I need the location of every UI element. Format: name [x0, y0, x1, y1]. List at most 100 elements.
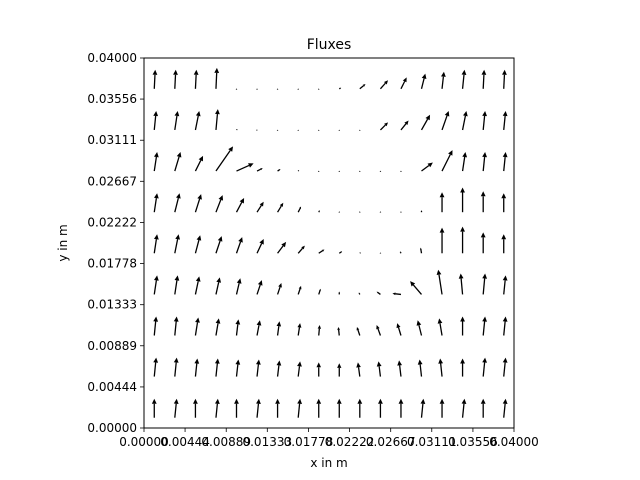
- flux-arrow: [316, 398, 322, 418]
- flux-arrow: [338, 291, 341, 295]
- flux-arrow: [215, 109, 220, 131]
- flux-arrow: [416, 320, 423, 336]
- flux-arrow: [480, 398, 486, 418]
- flux-arrow: [392, 292, 402, 296]
- flux-arrow: [297, 170, 300, 172]
- flux-arrow: [153, 316, 159, 336]
- flux-arrow: [297, 285, 302, 295]
- y-tick-label: 0.02667: [87, 174, 137, 188]
- flux-arrow: [461, 69, 467, 89]
- flux-arrow: [480, 232, 486, 254]
- flux-arrow: [502, 110, 508, 131]
- y-tick-label: 0.03111: [87, 133, 137, 147]
- flux-arrow: [482, 152, 487, 172]
- flux-arrow: [276, 129, 279, 131]
- flux-arrow: [399, 251, 402, 254]
- flux-arrow: [400, 77, 407, 90]
- flux-arrow: [256, 280, 263, 295]
- y-tick-label: 0.00000: [87, 421, 137, 435]
- y-axis-label: y in m: [56, 224, 70, 261]
- flux-arrow: [276, 88, 279, 90]
- flux-arrow: [153, 193, 159, 213]
- y-tick-label: 0.02222: [87, 215, 137, 229]
- flux-arrow: [215, 195, 224, 213]
- flux-arrow: [400, 120, 409, 131]
- y-tick-label: 0.00444: [87, 380, 137, 394]
- flux-arrow: [153, 110, 159, 131]
- flux-arrow: [255, 359, 261, 377]
- x-tick-label: 0.03111: [407, 435, 457, 449]
- flux-arrow: [297, 206, 302, 213]
- flux-arrow: [439, 398, 445, 418]
- flux-arrow: [276, 360, 282, 377]
- flux-arrow: [338, 251, 343, 254]
- flux-arrow: [501, 234, 507, 254]
- flux-arrow: [502, 275, 508, 295]
- flux-arrow: [410, 281, 422, 295]
- flux-arrow: [215, 318, 221, 336]
- y-tick-label: 0.04000: [87, 51, 137, 65]
- flux-arrow: [173, 69, 178, 89]
- flux-arrow: [379, 170, 382, 172]
- flux-arrow: [359, 211, 361, 213]
- x-tick-label: 0.02667: [366, 435, 416, 449]
- flux-arrow: [359, 129, 361, 131]
- flux-arrow: [358, 292, 361, 295]
- flux-arrow: [460, 316, 465, 336]
- flux-arrow: [277, 241, 287, 254]
- x-tick-label: 0.00889: [201, 435, 251, 449]
- flux-arrow: [482, 316, 487, 336]
- flux-arrow: [317, 325, 322, 336]
- flux-arrow: [236, 163, 254, 172]
- flux-arrow: [338, 170, 341, 172]
- flux-arrow: [215, 146, 234, 172]
- flux-arrow: [236, 129, 238, 131]
- flux-arrow: [214, 67, 220, 89]
- flux-arrow: [359, 252, 361, 254]
- flux-arrow: [235, 359, 241, 377]
- flux-arrow: [318, 288, 321, 295]
- flux-arrow: [417, 359, 423, 377]
- flux-arrow: [194, 317, 200, 336]
- y-tick-label: 0.03556: [87, 92, 137, 106]
- flux-arrow: [338, 129, 341, 131]
- flux-arrow: [356, 326, 361, 336]
- flux-arrow: [338, 211, 341, 213]
- flux-arrow: [318, 210, 320, 213]
- flux-arrow: [338, 87, 342, 90]
- flux-arrow: [256, 239, 264, 254]
- flux-arrow: [194, 155, 204, 172]
- flux-arrow: [152, 69, 158, 89]
- flux-arrow: [420, 114, 431, 131]
- flux-arrow: [173, 357, 179, 377]
- flux-arrow: [214, 358, 220, 377]
- flux-arrow: [400, 170, 402, 172]
- flux-arrow: [316, 362, 322, 377]
- flux-arrow: [174, 110, 180, 131]
- flux-arrow: [317, 170, 320, 172]
- flux-arrow: [297, 361, 302, 377]
- flux-arrow: [193, 69, 199, 89]
- flux-arrow: [153, 357, 159, 377]
- flux-arrow: [359, 84, 366, 90]
- flux-arrow: [400, 211, 402, 213]
- flux-arrow: [460, 358, 465, 377]
- flux-arrow: [461, 398, 467, 418]
- flux-arrow: [317, 129, 320, 131]
- flux-arrow: [153, 152, 159, 172]
- flux-arrow: [437, 318, 443, 336]
- flux-arrow: [502, 152, 508, 172]
- flux-arrow: [337, 363, 342, 377]
- flux-arrow: [174, 193, 181, 213]
- flux-arrow: [256, 88, 258, 90]
- flux-arrow: [439, 192, 445, 213]
- flux-arrow: [460, 226, 465, 254]
- flux-arrow: [153, 234, 159, 254]
- flux-arrow: [234, 398, 239, 418]
- flux-arrow: [276, 321, 282, 336]
- flux-arrow: [441, 110, 450, 131]
- flux-arrow: [419, 247, 423, 254]
- flux-arrow: [379, 211, 382, 213]
- x-tick-label: 0.04000: [489, 435, 539, 449]
- flux-arrow: [502, 398, 508, 418]
